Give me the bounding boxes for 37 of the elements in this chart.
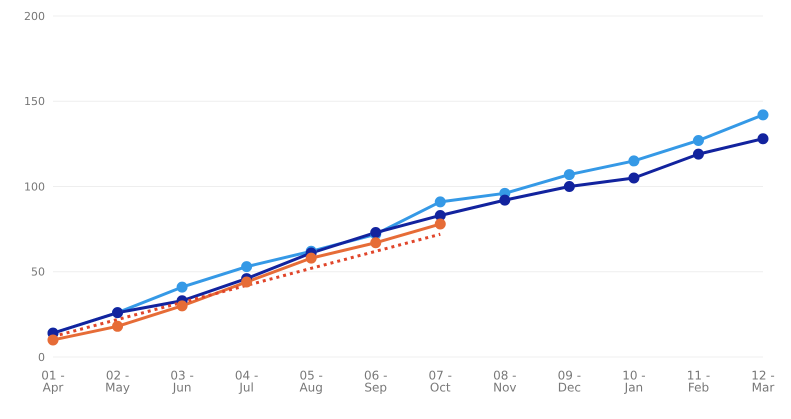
point (628, 155, 640, 166)
x-tick-label: 11 - Feb (686, 368, 710, 395)
point (370, 237, 382, 248)
point (434, 196, 446, 208)
y-tick-label: 100 (24, 180, 45, 194)
x-tick-label: 05 - Aug (299, 368, 323, 395)
point (564, 169, 575, 180)
point (176, 282, 188, 293)
point (499, 194, 510, 206)
point (758, 133, 768, 144)
point (306, 252, 317, 264)
point (241, 261, 252, 272)
x-tick-label: 07 - Oct (428, 368, 452, 395)
x-tick-label: 04 - Jul (234, 368, 258, 395)
point (434, 218, 446, 230)
x-tick-label: 09 - Dec (558, 368, 582, 395)
point (564, 181, 575, 192)
x-tick-label: 03 - Jun (170, 368, 194, 395)
x-tick-label: 01 - Apr (41, 368, 65, 395)
x-tick-label: 02 - May (105, 368, 130, 395)
x-tick-label: 06 - Sep (364, 368, 388, 395)
point (112, 320, 124, 332)
point (758, 109, 768, 120)
y-tick-label: 50 (31, 266, 45, 279)
point (692, 134, 704, 146)
y-tick-label: 0 (38, 350, 45, 364)
point (692, 148, 704, 160)
x-tick-label: 08 - Nov (493, 368, 517, 395)
point (241, 276, 252, 288)
point (628, 172, 640, 184)
point (434, 210, 446, 221)
point (176, 300, 188, 312)
x-tick-label: 12 - Mar (751, 368, 775, 395)
point (48, 334, 58, 346)
x-tick-label: 10 - Jan (622, 368, 646, 395)
y-tick-label: 150 (24, 95, 45, 108)
y-tick-label: 200 (24, 10, 45, 23)
